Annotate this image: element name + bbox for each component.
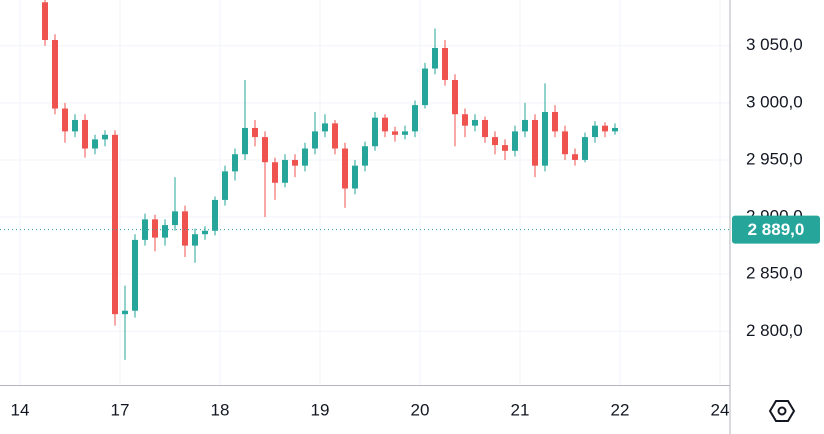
x-tick-label: 22 [611, 400, 630, 419]
settings-icon[interactable] [768, 400, 796, 422]
candle-body [202, 230, 208, 235]
candle-body [232, 154, 238, 172]
candle-body [482, 119, 488, 138]
candle-body [392, 131, 398, 135]
candle-body [242, 127, 248, 155]
x-tick-label: 18 [211, 400, 230, 419]
candle-body [122, 310, 128, 315]
candle-body [132, 239, 138, 311]
x-tick-label: 17 [111, 400, 130, 419]
y-tick-label: 3 000,0 [746, 92, 803, 111]
candle-body [222, 171, 228, 200]
grid [0, 0, 730, 385]
settings-icon-center[interactable] [777, 406, 787, 416]
candle-body [282, 159, 288, 183]
x-tick-label: 21 [511, 400, 530, 419]
candle-body [92, 139, 98, 149]
candle-body [572, 154, 578, 160]
candle-body [402, 131, 408, 135]
candle-body [52, 39, 58, 109]
candle-body [302, 148, 308, 166]
last-price-label: 2 889,0 [748, 220, 805, 239]
candle-body [582, 137, 588, 160]
candles [0, 0, 730, 360]
candle-body [412, 105, 418, 132]
candle-body [472, 119, 478, 126]
candle-body [152, 219, 158, 238]
candle-body [352, 165, 358, 189]
candle-body [592, 125, 598, 138]
candle-body [272, 162, 278, 183]
candle-body [252, 127, 258, 138]
candle-body [102, 134, 108, 140]
y-tick-label: 3 050,0 [746, 35, 803, 54]
candle-body [522, 119, 528, 132]
candle-body [512, 131, 518, 151]
candle-body [262, 137, 268, 163]
candle-body [212, 199, 218, 231]
candle-body [192, 234, 198, 246]
candle-body [552, 111, 558, 132]
candle-body [532, 119, 538, 166]
candle-body [612, 127, 618, 132]
last-price-tag [732, 215, 820, 244]
candle-body [292, 159, 298, 166]
candle-body [322, 123, 328, 132]
candle-body [42, 2, 48, 40]
x-tick-label: 20 [411, 400, 430, 419]
candle-body [62, 108, 68, 132]
y-tick-label: 2 850,0 [746, 264, 803, 283]
candle-body [162, 225, 168, 238]
x-tick-label: 19 [311, 400, 330, 419]
candle-body [362, 146, 368, 166]
candle-body [502, 145, 508, 151]
settings-button[interactable] [768, 400, 796, 422]
candle-body [602, 125, 608, 132]
axes: 2 800,02 850,02 900,02 950,03 000,03 050… [11, 35, 820, 419]
candle-body [432, 47, 438, 69]
y-tick-label: 2 800,0 [746, 321, 803, 340]
candle-body [492, 137, 498, 146]
candle-body [172, 211, 178, 226]
candle-body [372, 117, 378, 147]
candle-body [462, 114, 468, 126]
candle-body [182, 211, 188, 246]
candle-body [332, 123, 338, 149]
candle-body [382, 117, 388, 132]
x-tick-label: 14 [11, 400, 30, 419]
candle-body [442, 47, 448, 80]
candle-body [452, 79, 458, 115]
candle-body [542, 111, 548, 166]
candle-body [312, 131, 318, 149]
candle-body [562, 131, 568, 155]
x-tick-label: 24 [711, 400, 730, 419]
candle-body [112, 134, 118, 315]
candle-body [82, 119, 88, 149]
candle-body [422, 68, 428, 106]
y-tick-label: 2 950,0 [746, 149, 803, 168]
candle-body [72, 119, 78, 132]
candle-body [342, 148, 348, 189]
